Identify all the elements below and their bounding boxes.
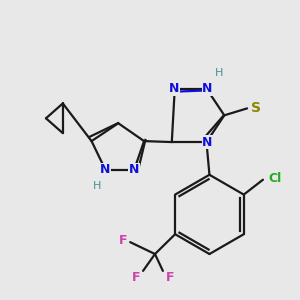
Text: F: F — [119, 234, 128, 247]
Text: N: N — [202, 82, 213, 95]
Text: H: H — [215, 68, 224, 78]
Text: H: H — [93, 181, 102, 191]
Text: S: S — [251, 101, 261, 116]
Text: N: N — [100, 163, 111, 176]
Text: F: F — [166, 271, 174, 284]
Text: N: N — [169, 82, 179, 95]
Text: Cl: Cl — [268, 172, 281, 185]
Text: N: N — [129, 163, 139, 176]
Text: N: N — [202, 136, 213, 148]
Text: F: F — [132, 271, 140, 284]
